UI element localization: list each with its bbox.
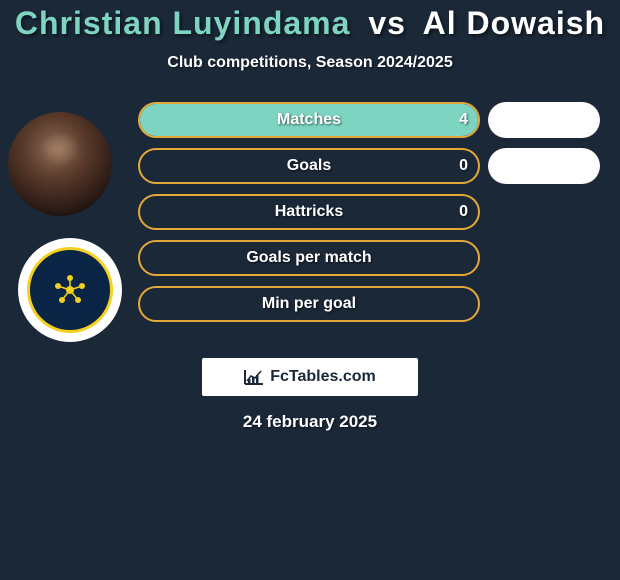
player2-pill <box>488 102 600 138</box>
player1-club-badge <box>18 238 122 342</box>
player1-avatar <box>8 112 112 216</box>
date-text: 24 february 2025 <box>0 412 620 432</box>
stat-value-left: 0 <box>459 203 468 221</box>
stat-row: Goals per match <box>138 240 480 276</box>
stat-row: Goals 0 <box>138 148 480 184</box>
chart-icon <box>244 369 264 385</box>
player2-name: Al Dowaish <box>423 5 605 41</box>
stat-label: Min per goal <box>140 295 478 313</box>
badge-inner <box>27 247 113 333</box>
brand-badge: FcTables.com <box>202 358 418 396</box>
stat-row: Min per goal <box>138 286 480 322</box>
stat-value-left: 4 <box>459 111 468 129</box>
stat-row: Hattricks 0 <box>138 194 480 230</box>
vs-text: vs <box>368 5 406 41</box>
stat-label: Matches <box>140 111 478 129</box>
stat-label: Hattricks <box>140 203 478 221</box>
comparison-region: Matches 4 Goals 0 Hattricks 0 Goals per … <box>0 102 620 342</box>
stat-label: Goals per match <box>140 249 478 267</box>
comparison-title: Christian Luyindama vs Al Dowaish <box>0 5 620 42</box>
stat-label: Goals <box>140 157 478 175</box>
infographic-container: Christian Luyindama vs Al Dowaish Club c… <box>0 0 620 432</box>
subtitle: Club competitions, Season 2024/2025 <box>0 54 620 72</box>
player2-pills <box>488 102 600 194</box>
badge-star-icon <box>50 270 90 310</box>
stat-bars: Matches 4 Goals 0 Hattricks 0 Goals per … <box>138 102 480 332</box>
player1-name: Christian Luyindama <box>15 5 351 41</box>
player2-pill <box>488 148 600 184</box>
brand-text: FcTables.com <box>270 368 376 386</box>
stat-row: Matches 4 <box>138 102 480 138</box>
stat-value-left: 0 <box>459 157 468 175</box>
